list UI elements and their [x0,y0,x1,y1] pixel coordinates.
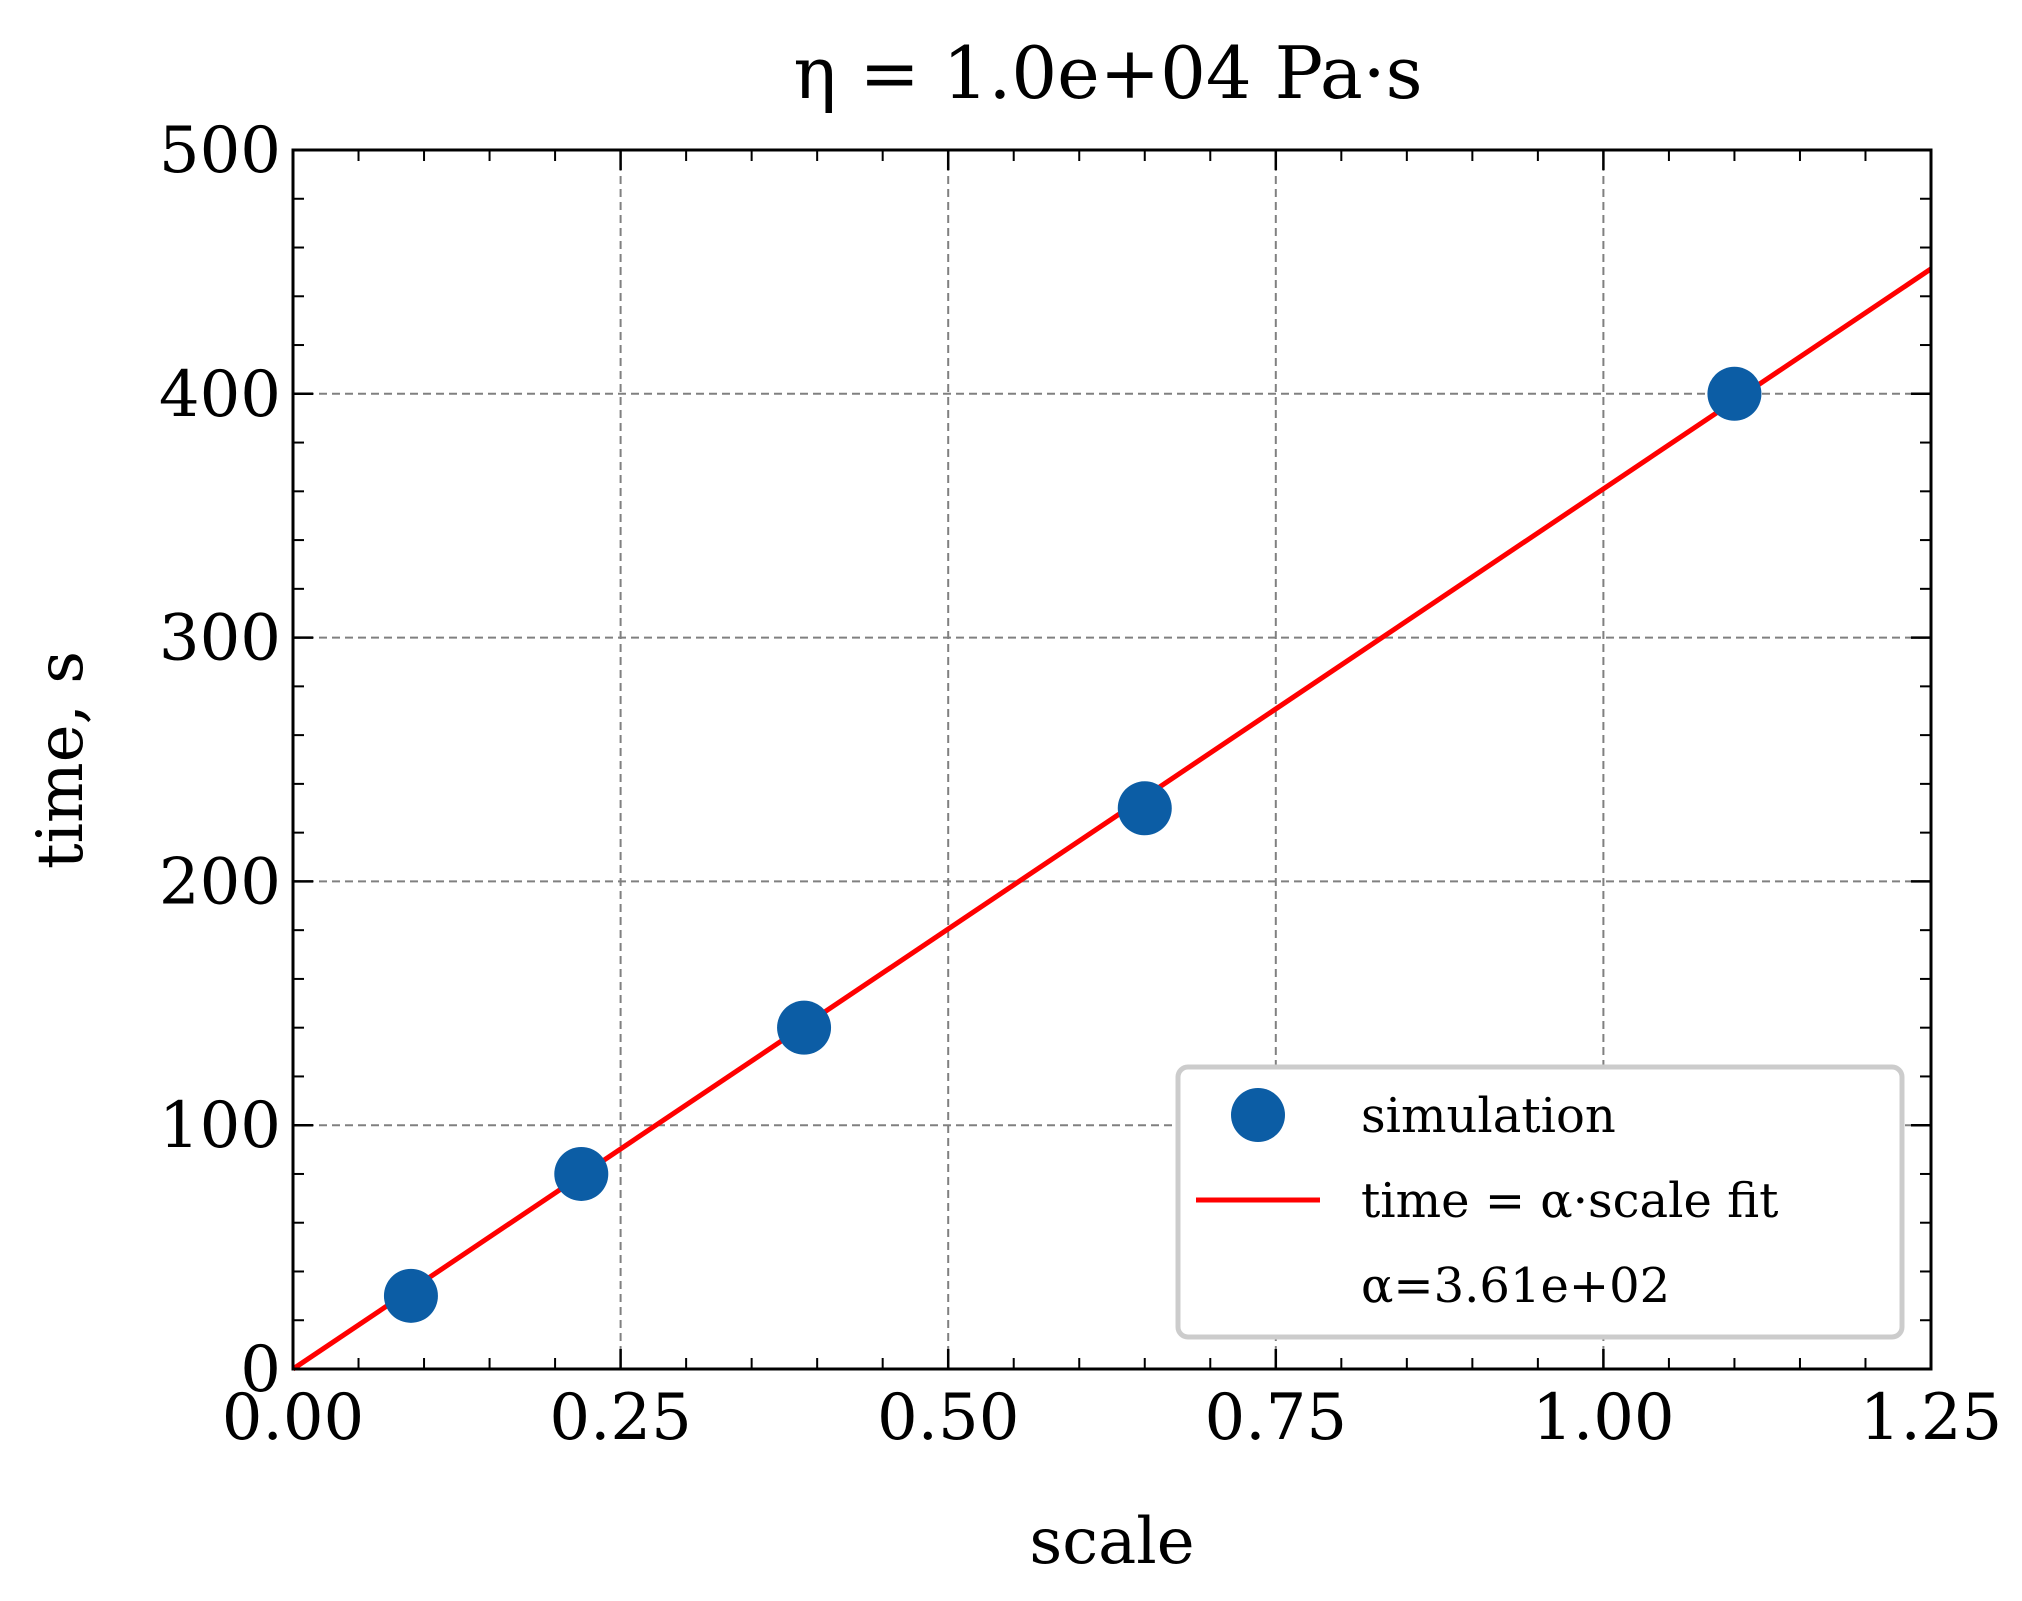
y-tick-label: 500 [159,114,281,188]
y-axis-title: time, s [24,651,98,869]
legend-frame [1175,1064,1905,1340]
x-axis-title: scale [1029,1505,1194,1579]
x-tick-label: 0.50 [877,1381,1020,1455]
y-tick-label: 300 [159,602,281,676]
data-point [777,1000,832,1055]
y-tick-labels: 0 100 200 300 400 500 [159,114,281,1407]
legend: simulation time = α·scale fit α=3.61e+02 [1175,1064,1905,1340]
y-tick-label: 0 [240,1333,281,1407]
y-tick-label: 100 [159,1089,281,1163]
chart-title: η = 1.0e+04 Pa·s [793,31,1422,115]
x-tick-label: 1.25 [1860,1381,2003,1455]
legend-note: α=3.61e+02 [1361,1258,1670,1314]
points-layer [383,366,1762,1323]
data-point [1707,366,1762,421]
plot-frame [291,148,1933,1371]
legend-label-simulation: simulation [1361,1088,1616,1144]
data-point [383,1268,438,1323]
legend-label-fit: time = α·scale fit [1361,1173,1778,1229]
x-tick-label: 0.00 [222,1381,365,1455]
x-tick-label: 0.75 [1205,1381,1348,1455]
legend-marker-simulation [1231,1088,1285,1142]
data-point [1117,781,1172,836]
data-point [554,1146,609,1201]
minor-ticks [293,150,1931,1369]
y-tick-label: 200 [159,845,281,919]
x-tick-label: 0.25 [549,1381,692,1455]
x-tick-labels: 0.00 0.25 0.50 0.75 1.00 1.25 [222,1381,2003,1455]
x-tick-label: 1.00 [1532,1381,1675,1455]
y-tick-label: 400 [159,358,281,432]
